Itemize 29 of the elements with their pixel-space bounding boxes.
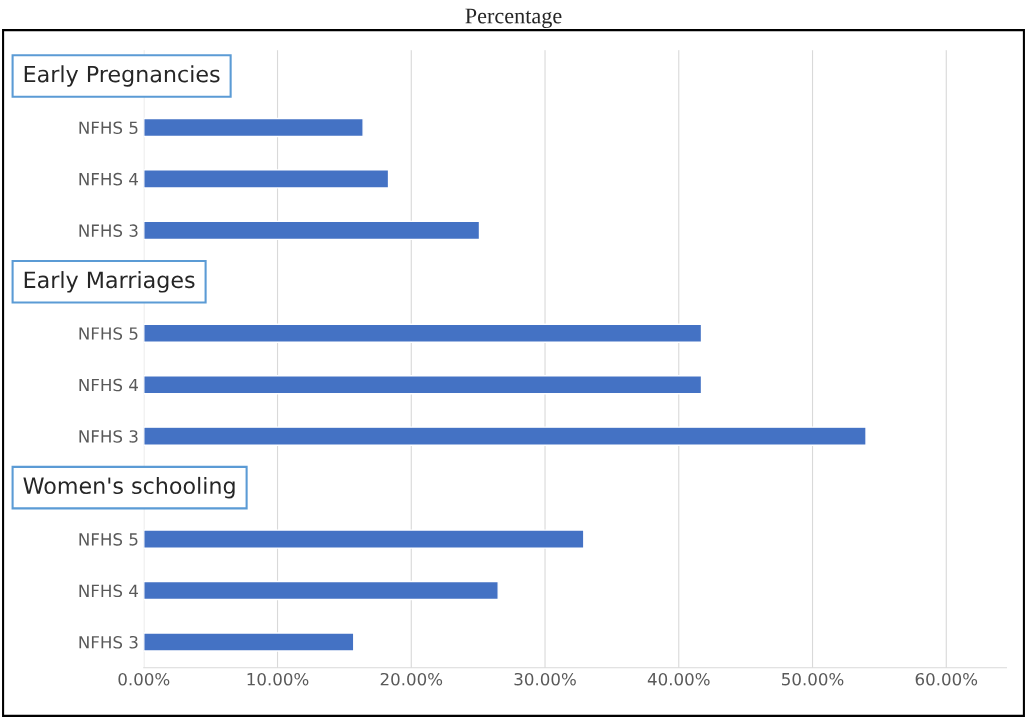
bar: [143, 426, 867, 446]
bar: [143, 529, 585, 549]
x-tick-label: 40.00%: [647, 672, 710, 686]
y-tick-label: NFHS 4: [79, 172, 138, 186]
bar: [143, 375, 703, 395]
y-tick-label: NFHS 5: [79, 533, 138, 546]
x-tick-label: 10.00%: [247, 672, 309, 686]
y-tick-label: NFHS 4: [79, 378, 138, 392]
x-tick-label: 0.00%: [118, 672, 170, 686]
bar: [143, 323, 703, 343]
bar: [143, 117, 364, 138]
bar: [143, 580, 499, 601]
bar: [143, 169, 390, 189]
x-tick-label: 30.00%: [514, 672, 576, 686]
y-tick-label: NFHS 3: [79, 430, 138, 443]
annotation: Early Marriages: [24, 271, 195, 293]
x-tick-label: 50.00%: [782, 672, 844, 686]
y-tick-label: NFHS 3: [79, 635, 138, 649]
bar: [143, 632, 355, 652]
y-tick-label: NFHS 5: [79, 327, 138, 340]
x-tick-label: 60.00%: [915, 672, 978, 686]
x-tick-label: 20.00%: [380, 672, 443, 686]
y-tick-label: NFHS 4: [79, 584, 138, 598]
annotation: Early Pregnancies: [24, 65, 220, 87]
y-tick-label: NFHS 5: [79, 121, 138, 135]
chart-title: Percentage: [465, 8, 562, 29]
bar: [143, 220, 481, 241]
annotation: Women's schooling: [23, 476, 235, 499]
y-tick-label: NFHS 3: [79, 224, 138, 237]
